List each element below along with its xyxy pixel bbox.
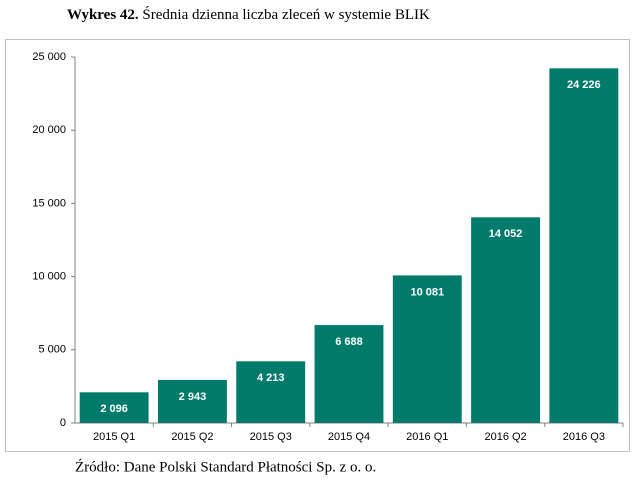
data-label: 14 052 [489,228,523,240]
y-tick-label: 10 000 [32,271,66,283]
y-tick-label: 15 000 [32,197,66,209]
data-label: 2 943 [179,391,207,403]
y-tick-label: 25 000 [32,51,66,63]
y-tick-label: 5 000 [38,344,66,356]
bar [79,392,149,423]
data-label: 10 081 [410,286,444,298]
x-tick-label: 2016 Q1 [406,431,448,443]
data-label: 4 213 [257,372,285,384]
x-tick-label: 2016 Q2 [484,431,526,443]
bar [471,217,541,423]
title-row: Wykres 42. Średnia dzienna liczba zleceń… [67,6,430,23]
data-label: 6 688 [335,336,363,348]
bar [549,68,619,423]
bar [157,379,227,423]
data-label: 24 226 [567,79,601,91]
x-tick-label: 2015 Q4 [328,431,370,443]
data-label: 2 096 [100,403,128,415]
x-tick-label: 2015 Q1 [93,431,135,443]
chart-title: Średnia dzienna liczba zleceń w systemie… [142,6,430,23]
chart-frame [5,39,630,452]
x-tick-label: 2016 Q3 [563,431,605,443]
y-tick-label: 0 [60,417,66,429]
x-tick-label: 2015 Q2 [171,431,213,443]
x-tick-label: 2015 Q3 [250,431,292,443]
y-tick-label: 20 000 [32,124,66,136]
source: Źródło: Dane Polski Standard Płatności S… [75,458,376,475]
bar [314,325,384,423]
chart-title-label: Wykres 42. [67,7,139,23]
bar [392,275,462,423]
bar [236,361,306,423]
